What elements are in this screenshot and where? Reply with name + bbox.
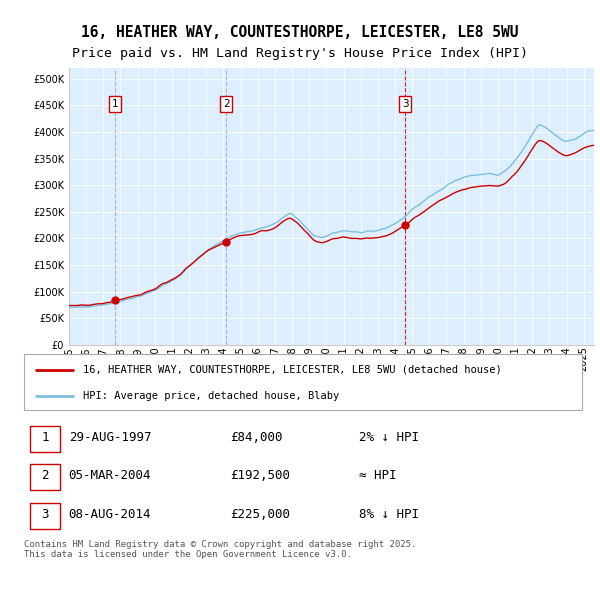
Text: 2% ↓ HPI: 2% ↓ HPI [359, 431, 419, 444]
FancyBboxPatch shape [29, 464, 60, 490]
Text: 1: 1 [112, 99, 118, 109]
Text: 3: 3 [402, 99, 409, 109]
Text: ≈ HPI: ≈ HPI [359, 469, 397, 482]
Text: 29-AUG-1997: 29-AUG-1997 [68, 431, 151, 444]
Text: £192,500: £192,500 [230, 469, 290, 482]
Text: 1: 1 [41, 431, 49, 444]
FancyBboxPatch shape [24, 354, 582, 410]
Text: 08-AUG-2014: 08-AUG-2014 [68, 509, 151, 522]
Text: 16, HEATHER WAY, COUNTESTHORPE, LEICESTER, LE8 5WU (detached house): 16, HEATHER WAY, COUNTESTHORPE, LEICESTE… [83, 365, 502, 375]
FancyBboxPatch shape [29, 503, 60, 529]
Text: 3: 3 [41, 509, 49, 522]
Text: 2: 2 [223, 99, 230, 109]
Text: £84,000: £84,000 [230, 431, 283, 444]
Text: HPI: Average price, detached house, Blaby: HPI: Average price, detached house, Blab… [83, 391, 339, 401]
Text: 16, HEATHER WAY, COUNTESTHORPE, LEICESTER, LE8 5WU: 16, HEATHER WAY, COUNTESTHORPE, LEICESTE… [81, 25, 519, 40]
Text: 8% ↓ HPI: 8% ↓ HPI [359, 509, 419, 522]
Text: Contains HM Land Registry data © Crown copyright and database right 2025.
This d: Contains HM Land Registry data © Crown c… [24, 540, 416, 559]
FancyBboxPatch shape [29, 427, 60, 451]
Text: £225,000: £225,000 [230, 509, 290, 522]
Text: 05-MAR-2004: 05-MAR-2004 [68, 469, 151, 482]
Text: 2: 2 [41, 469, 49, 482]
Text: Price paid vs. HM Land Registry's House Price Index (HPI): Price paid vs. HM Land Registry's House … [72, 47, 528, 60]
